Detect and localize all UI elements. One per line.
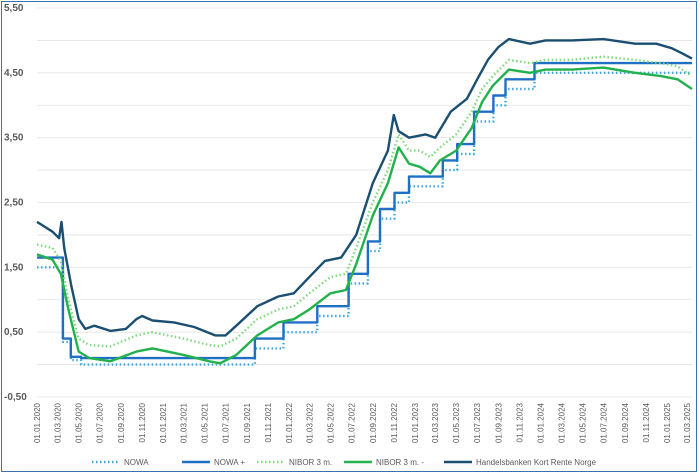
series-lines	[36, 37, 693, 366]
x-tick-label: 01.01.2022	[285, 402, 294, 443]
x-tick-label: 01.09.2020	[117, 402, 126, 443]
x-tick-label: 01.03.2022	[305, 402, 314, 443]
y-tick-label: 0,50	[4, 327, 24, 338]
x-tick-label: 01.05.2023	[452, 402, 461, 443]
x-tick-label: 01.05.2022	[326, 402, 335, 443]
x-tick-label: 01.07.2024	[599, 402, 608, 443]
x-tick-label: 01.11.2021	[264, 402, 273, 442]
x-tick-label: 01.03.2024	[557, 402, 566, 443]
y-tick-label: 2,50	[4, 198, 24, 209]
x-tick-label: 01.11.2020	[138, 402, 147, 442]
legend-label: NIBOR 3 m. -	[376, 458, 424, 467]
x-tick-label: 01.07.2023	[473, 402, 482, 443]
x-tick-label: 01.07.2021	[222, 402, 231, 443]
x-tick-label: 01.11.2023	[516, 402, 525, 442]
x-tick-label: 01.07.2020	[96, 402, 105, 443]
gridlines	[37, 7, 692, 398]
legend: NOWA NOWA + NIBOR 3 m. NIBOR 3 m. - Handelsb…	[92, 458, 597, 467]
y-axis-ticks: 5,50 4,50 3,50 2,50 1,50 0,50 -0,50	[4, 3, 27, 403]
x-tick-label: 01.03.2025	[683, 402, 692, 443]
x-axis-ticks: 01.01.2020 01.03.2020 01.05.2020 01.07.2020…	[33, 402, 692, 443]
x-tick-label: 01.01.2020	[33, 402, 42, 443]
x-tick-label: 01.03.2021	[180, 402, 189, 443]
x-tick-label: 01.11.2024	[642, 402, 651, 442]
legend-label: NOWA +	[214, 458, 245, 467]
legend-label: NIBOR 3 m.	[289, 458, 332, 467]
y-tick-label: 1,50	[4, 262, 24, 273]
x-tick-label: 01.05.2020	[75, 402, 84, 443]
series-line	[36, 55, 693, 348]
x-tick-label: 01.05.2024	[578, 402, 587, 443]
x-tick-label: 01.01.2023	[411, 402, 420, 443]
x-tick-label: 01.01.2021	[159, 402, 168, 443]
legend-label: Handelsbanken Kort Rente Norge	[476, 458, 597, 467]
x-tick-label: 01.09.2022	[369, 402, 378, 443]
x-tick-label: 01.01.2024	[537, 402, 546, 443]
series-line	[37, 61, 692, 360]
series-line	[36, 66, 693, 365]
y-tick-label: 4,50	[4, 68, 24, 79]
x-tick-label: 01.11.2022	[390, 402, 399, 442]
y-tick-label: 5,50	[4, 3, 24, 14]
x-tick-label: 01.07.2022	[347, 402, 356, 443]
y-tick-label: 3,50	[4, 133, 24, 144]
legend-label: NOWA	[124, 458, 149, 467]
y-tick-label: -0,50	[4, 392, 27, 403]
x-tick-label: 01.03.2023	[431, 402, 440, 443]
x-tick-label: 01.09.2023	[495, 402, 504, 443]
x-tick-label: 01.01.2025	[663, 402, 672, 443]
x-tick-label: 01.05.2021	[201, 402, 210, 443]
x-tick-label: 01.03.2020	[54, 402, 63, 443]
x-tick-label: 01.09.2021	[243, 402, 252, 443]
series-line	[36, 37, 693, 337]
x-tick-label: 01.09.2024	[621, 402, 630, 443]
